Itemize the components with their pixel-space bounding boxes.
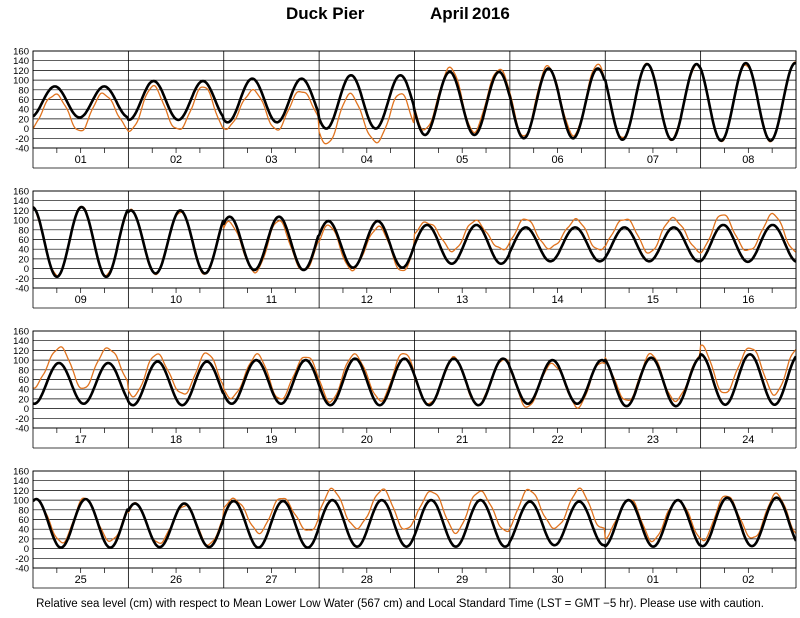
y-tick-label: 20 (18, 114, 29, 125)
y-tick-label: 20 (18, 254, 29, 265)
y-tick-label: 140 (13, 476, 29, 487)
y-tick-label: 120 (13, 66, 29, 77)
day-label: 21 (456, 434, 468, 446)
day-label: 12 (361, 294, 373, 306)
plot-frame (32, 330, 797, 429)
y-tick-label: 80 (18, 365, 29, 376)
y-tick-label: 60 (18, 95, 29, 106)
day-label: 30 (551, 574, 563, 586)
y-tick-label: -20 (15, 274, 29, 285)
y-tick-label: 60 (18, 375, 29, 386)
day-label: 23 (647, 434, 659, 446)
y-tick-label: -40 (15, 564, 29, 575)
day-label: 27 (265, 574, 277, 586)
y-tick-label: 100 (13, 76, 29, 87)
day-label: 08 (742, 154, 754, 166)
day-label: 01 (647, 574, 659, 586)
y-tick-label: 120 (13, 346, 29, 357)
y-tick-label: 160 (13, 187, 29, 198)
y-tick-label: 40 (18, 245, 29, 256)
y-tick-label: 160 (13, 467, 29, 478)
y-tick-label: 100 (13, 496, 29, 507)
day-label: 01 (75, 154, 87, 166)
plot-frame (32, 50, 797, 149)
predicted-tide-line (33, 353, 796, 408)
y-tick-label: 140 (13, 56, 29, 67)
y-tick-label: 80 (18, 225, 29, 236)
predicted-tide-line (33, 61, 796, 142)
y-tick-label: 60 (18, 515, 29, 526)
y-tick-label: 140 (13, 196, 29, 207)
y-tick-label: 40 (18, 385, 29, 396)
day-label: 04 (361, 154, 373, 166)
y-tick-label: 40 (18, 105, 29, 116)
day-label: 20 (361, 434, 373, 446)
y-tick-label: 80 (18, 85, 29, 96)
observed-water-level-line (33, 487, 796, 546)
y-tick-label: -20 (15, 414, 29, 425)
y-tick-label: -40 (15, 284, 29, 295)
day-label: 28 (361, 574, 373, 586)
y-tick-label: 60 (18, 235, 29, 246)
day-label: 02 (742, 574, 754, 586)
y-tick-label: 140 (13, 336, 29, 347)
y-tick-label: 160 (13, 327, 29, 338)
day-label: 19 (265, 434, 277, 446)
y-tick-label: 120 (13, 486, 29, 497)
y-tick-label: 100 (13, 216, 29, 227)
footer-note: Relative sea level (cm) with respect to … (36, 598, 764, 610)
y-tick-label: 80 (18, 505, 29, 516)
plot-frame (32, 190, 797, 289)
y-tick-label: 0 (24, 404, 29, 415)
day-label: 18 (170, 434, 182, 446)
day-label: 03 (265, 154, 277, 166)
chart-title-site: Duck Pier (286, 4, 365, 23)
y-tick-label: 0 (24, 264, 29, 275)
day-label: 22 (551, 434, 563, 446)
chart-title-year: 2016 (472, 4, 510, 23)
y-tick-label: 100 (13, 356, 29, 367)
y-tick-label: 120 (13, 206, 29, 217)
y-tick-label: 20 (18, 534, 29, 545)
day-label: 17 (75, 434, 87, 446)
day-label: 14 (551, 294, 563, 306)
day-label: 07 (647, 154, 659, 166)
y-tick-label: -40 (15, 424, 29, 435)
day-label: 26 (170, 574, 182, 586)
day-label: 15 (647, 294, 659, 306)
day-label: 06 (551, 154, 563, 166)
y-tick-label: 0 (24, 544, 29, 555)
day-label: 10 (170, 294, 182, 306)
day-label: 25 (75, 574, 87, 586)
y-tick-label: 20 (18, 394, 29, 405)
plot-frame (32, 470, 797, 569)
day-label: 11 (266, 294, 277, 306)
predicted-tide-line (33, 496, 796, 549)
day-label: 24 (742, 434, 754, 446)
y-tick-label: 160 (13, 47, 29, 58)
y-tick-label: -40 (15, 144, 29, 155)
y-tick-label: 0 (24, 124, 29, 135)
y-tick-label: 40 (18, 525, 29, 536)
day-label: 09 (75, 294, 87, 306)
day-label: 13 (456, 294, 468, 306)
day-label: 02 (170, 154, 182, 166)
day-label: 29 (456, 574, 468, 586)
y-tick-label: -20 (15, 134, 29, 145)
chart-title-month: April (430, 4, 469, 23)
y-tick-label: -20 (15, 554, 29, 565)
predicted-tide-line (33, 205, 796, 279)
day-label: 16 (742, 294, 754, 306)
day-label: 05 (456, 154, 468, 166)
